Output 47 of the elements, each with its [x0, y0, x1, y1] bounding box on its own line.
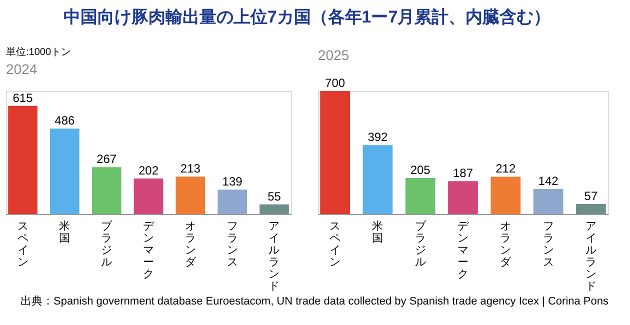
x-tick-label: オランダ — [500, 220, 512, 268]
bar — [320, 91, 350, 214]
data-label: 205 — [410, 162, 431, 177]
x-tick-label: フランス — [542, 220, 554, 268]
x-tick-label: スペイン — [17, 220, 28, 268]
source-note: 出典：Spanish government database Euroestacom, UN trade data collected by Spanish trade agency Icex | Corina Pons — [20, 294, 609, 308]
data-label: 55 — [268, 189, 282, 204]
data-label: 615 — [12, 90, 34, 105]
bar — [134, 178, 164, 214]
data-label: 212 — [496, 162, 516, 176]
data-label: 57 — [584, 188, 598, 203]
x-tick-label: 米国 — [372, 220, 384, 244]
data-label: 213 — [180, 162, 201, 176]
data-label: 139 — [222, 174, 243, 189]
bar — [8, 106, 38, 214]
x-tick-label: アイルランド — [585, 220, 596, 292]
x-tick-label: オランダ — [184, 220, 197, 268]
data-label: 187 — [452, 166, 474, 180]
y-axis-title: 単位:1000トン — [6, 46, 72, 58]
chart-subtitle: 2024 — [6, 61, 38, 77]
data-label: 700 — [325, 76, 346, 90]
x-tick-label: デンマーク — [458, 220, 470, 280]
x-tick-label: ブラジル — [414, 220, 427, 268]
data-label: 392 — [368, 130, 388, 144]
chart-title: 中国向け豚肉輸出量の上位7カ国（各年1ー7月累計、内臓含む） — [63, 8, 551, 26]
bar — [176, 176, 206, 214]
bar — [405, 178, 436, 214]
bar — [362, 145, 393, 214]
x-tick-label: アイルランド — [268, 220, 280, 292]
bar — [448, 181, 478, 214]
x-tick-label: スペイン — [330, 220, 341, 268]
x-tick-label: ブラジル — [101, 220, 114, 268]
data-label: 202 — [138, 164, 159, 178]
bar — [260, 204, 289, 214]
data-label: 267 — [96, 152, 117, 166]
bar — [490, 176, 521, 214]
bar — [576, 204, 606, 214]
bar — [50, 128, 80, 214]
bar — [218, 190, 247, 214]
bar — [92, 167, 122, 214]
x-tick-label: フランス — [226, 220, 238, 268]
x-tick-label: デンマーク — [143, 220, 155, 280]
bar — [533, 189, 564, 214]
x-tick-label: 米国 — [59, 220, 70, 244]
data-label: 486 — [54, 114, 76, 128]
data-label: 142 — [538, 174, 559, 188]
chart-subtitle: 2025 — [318, 47, 350, 63]
